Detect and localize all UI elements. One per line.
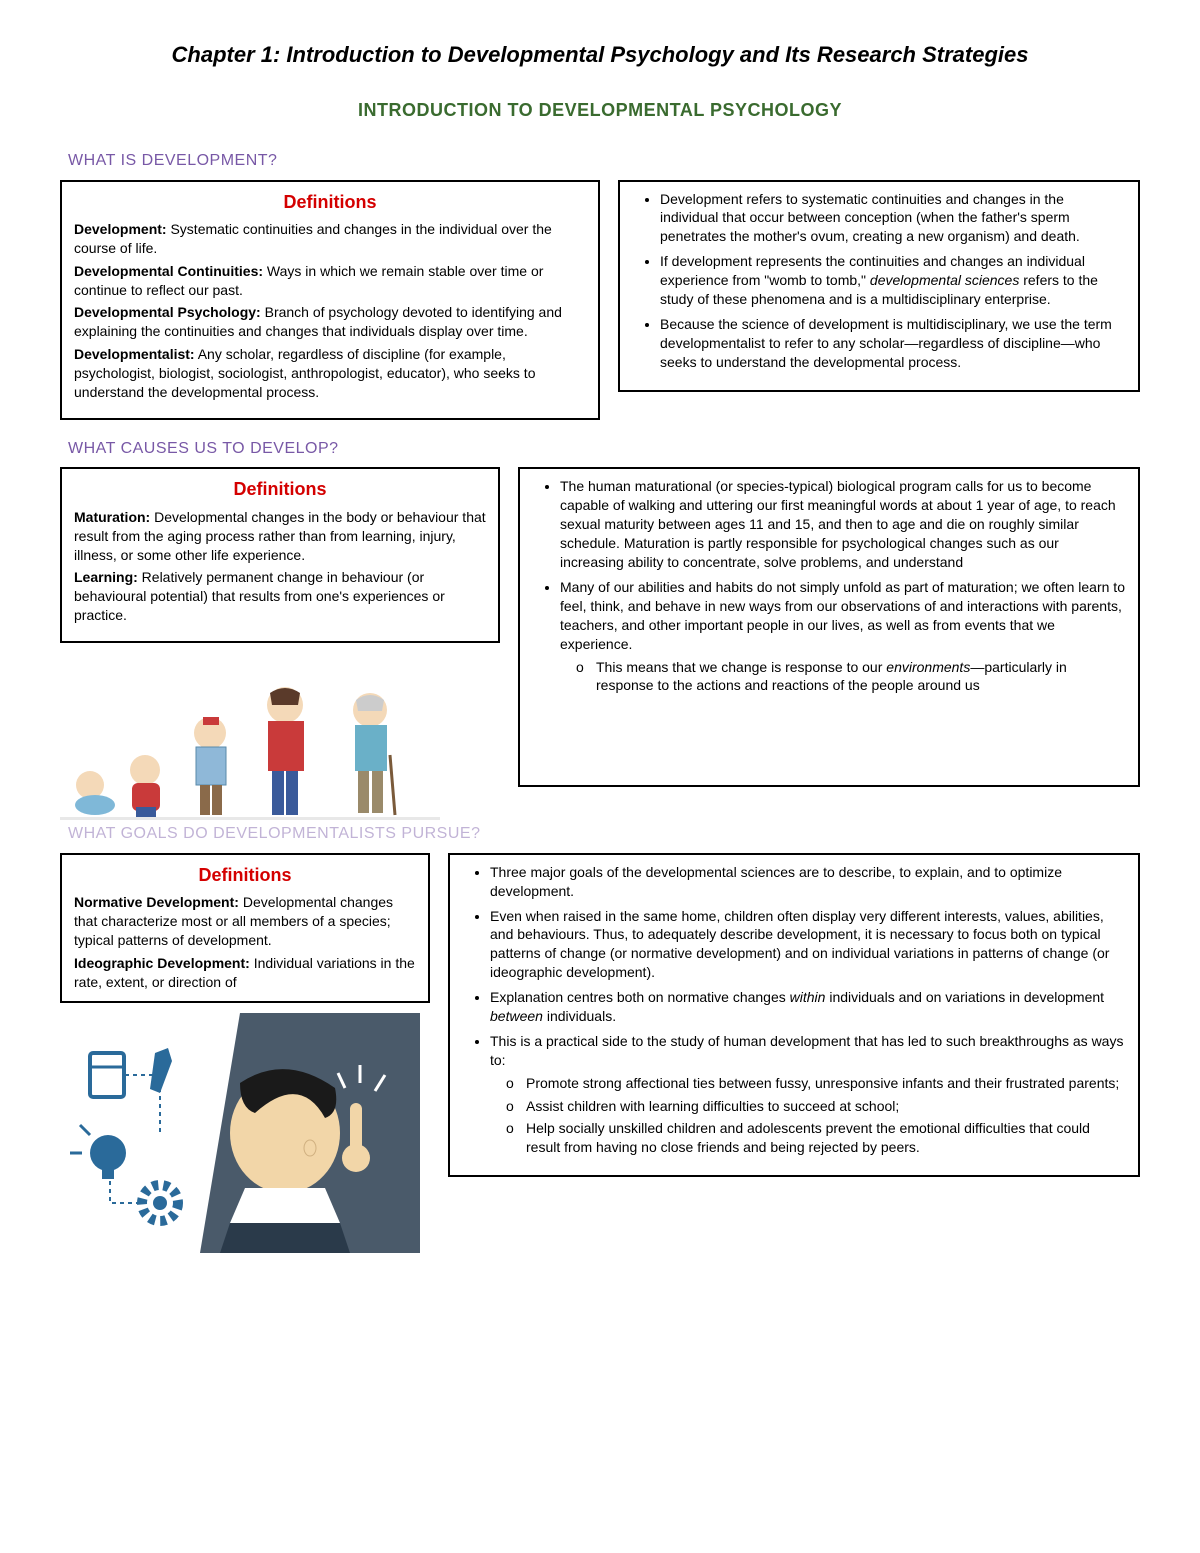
bullet-item: Even when raised in the same home, child… bbox=[490, 907, 1126, 983]
section2-question: WHAT CAUSES US TO DEVELOP? bbox=[68, 438, 1140, 460]
definitions-heading: Definitions bbox=[74, 863, 416, 887]
sub-bullet-item: Assist children with learning difficulti… bbox=[526, 1097, 1126, 1116]
definitions-heading: Definitions bbox=[74, 190, 586, 214]
bullet-item: Three major goals of the developmental s… bbox=[490, 863, 1126, 901]
sub-bullet-item: This means that we change is response to… bbox=[596, 658, 1126, 696]
bullet-item: Development refers to systematic continu… bbox=[660, 190, 1126, 247]
def-term: Development: bbox=[74, 221, 167, 237]
bullet-item: Explanation centres both on normative ch… bbox=[490, 988, 1126, 1026]
bullet-item: Because the science of development is mu… bbox=[660, 315, 1126, 372]
section2-definitions-box: Definitions Maturation: Developmental ch… bbox=[60, 467, 500, 643]
section2-left-col: Definitions Maturation: Developmental ch… bbox=[60, 467, 500, 825]
def-term: Developmental Continuities: bbox=[74, 263, 263, 279]
bullet-item: Many of our abilities and habits do not … bbox=[560, 578, 1126, 695]
def-term: Learning: bbox=[74, 569, 138, 585]
section3-bullets-box: Three major goals of the developmental s… bbox=[448, 853, 1140, 1177]
sub-bullet-item: Help socially unskilled children and ado… bbox=[526, 1119, 1126, 1157]
def-term: Ideographic Development: bbox=[74, 955, 250, 971]
section1-bullets-box: Development refers to systematic continu… bbox=[618, 180, 1140, 392]
def-term: Developmental Psychology: bbox=[74, 304, 261, 320]
section2-row: Definitions Maturation: Developmental ch… bbox=[60, 467, 1140, 825]
definitions-heading: Definitions bbox=[74, 477, 486, 501]
bullet-item: The human maturational (or species-typic… bbox=[560, 477, 1126, 571]
growth-stages-illustration bbox=[60, 655, 440, 825]
bullet-item: This is a practical side to the study of… bbox=[490, 1032, 1126, 1157]
section1-def-list: Development: Systematic continuities and… bbox=[74, 220, 586, 402]
chapter-title: Chapter 1: Introduction to Developmental… bbox=[60, 40, 1140, 70]
section3-definitions-box: Definitions Normative Development: Devel… bbox=[60, 853, 430, 1003]
section3-left-col: Definitions Normative Development: Devel… bbox=[60, 853, 430, 1253]
section3-question: WHAT GOALS DO DEVELOPMENTALISTS PURSUE? bbox=[68, 823, 1140, 845]
def-term: Developmentalist: bbox=[74, 346, 195, 362]
section3-row: Definitions Normative Development: Devel… bbox=[60, 853, 1140, 1253]
section3-bullets: Three major goals of the developmental s… bbox=[462, 863, 1126, 1157]
section2-bullets-box: The human maturational (or species-typic… bbox=[518, 467, 1140, 787]
intro-heading: INTRODUCTION TO DEVELOPMENTAL PSYCHOLOGY bbox=[60, 98, 1140, 122]
section1-question: WHAT IS DEVELOPMENT? bbox=[68, 150, 1140, 172]
section2-bullets: The human maturational (or species-typic… bbox=[532, 477, 1126, 695]
def-term: Normative Development: bbox=[74, 894, 239, 910]
section1-row: Definitions Development: Systematic cont… bbox=[60, 180, 1140, 420]
bullet-item: If development represents the continuiti… bbox=[660, 252, 1126, 309]
thinking-man-illustration bbox=[60, 1013, 420, 1253]
section1-bullets: Development refers to systematic continu… bbox=[632, 190, 1126, 372]
section1-definitions-box: Definitions Development: Systematic cont… bbox=[60, 180, 600, 420]
sub-bullet-item: Promote strong affectional ties between … bbox=[526, 1074, 1126, 1093]
def-term: Maturation: bbox=[74, 509, 150, 525]
